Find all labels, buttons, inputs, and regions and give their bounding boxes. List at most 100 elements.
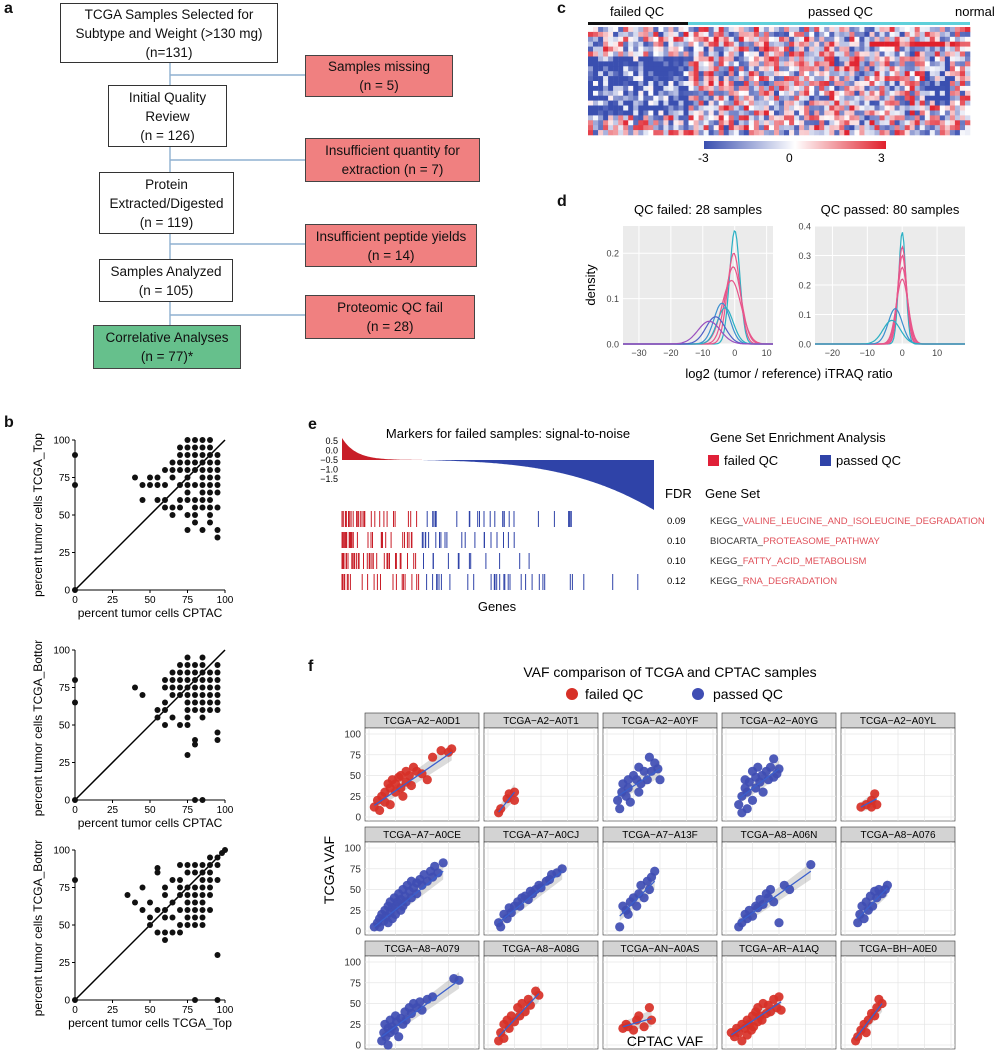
heatmap-cell	[618, 51, 624, 57]
data-point	[147, 914, 153, 921]
heatmap-cell	[809, 41, 815, 47]
data-point	[628, 1025, 639, 1035]
heatmap-cell	[784, 90, 790, 96]
heatmap-cell	[854, 66, 860, 72]
heatmap-cell	[819, 41, 825, 47]
flow-text: (n = 14)	[367, 247, 415, 263]
heatmap-cell	[924, 31, 931, 38]
heatmap-cell	[859, 36, 865, 42]
heatmap-cell	[683, 95, 689, 101]
x-tick-label: 25	[107, 595, 119, 606]
heatmap-cell	[618, 61, 624, 67]
heatmap-cell	[608, 81, 614, 87]
heatmap-cell	[598, 95, 604, 101]
heatmap-cell	[909, 100, 915, 106]
heatmap-cell	[598, 85, 604, 92]
heatmap-cell	[904, 66, 910, 72]
heatmap-cell	[784, 71, 790, 77]
heatmap-cell	[854, 90, 860, 96]
heatmap-cell	[794, 61, 800, 67]
heatmap-cell	[919, 46, 925, 52]
data-point	[199, 677, 206, 683]
heatmap-cell	[713, 56, 719, 62]
heatmap-cell	[613, 90, 619, 96]
heatmap-cell	[628, 100, 634, 106]
data-point	[169, 692, 176, 698]
data-point	[644, 884, 654, 895]
heatmap-cell	[748, 76, 755, 82]
heatmap-cell	[814, 76, 820, 82]
data-point	[147, 474, 153, 481]
data-point	[615, 804, 625, 814]
data-point	[72, 877, 78, 883]
heatmap-cell	[623, 90, 629, 96]
heatmap-cell	[698, 46, 704, 52]
heatmap-cell	[824, 36, 830, 42]
heatmap-cell	[954, 51, 961, 57]
heatmap-cell	[819, 36, 825, 42]
heatmap-cell	[733, 71, 740, 77]
heatmap-cell	[819, 71, 825, 77]
heatmap-cell	[829, 51, 835, 57]
heatmap-cell	[854, 46, 860, 52]
y-tick-label: 0	[355, 927, 361, 938]
flow-text: Correlative Analyses	[105, 330, 229, 345]
heatmap-cell	[743, 66, 750, 72]
heatmap-cell	[623, 120, 629, 126]
heatmap-cell	[753, 125, 760, 131]
heatmap-cell	[613, 115, 619, 121]
data-point	[406, 780, 416, 791]
heatmap-cell	[713, 27, 719, 33]
heatmap-cell	[658, 31, 664, 38]
heatmap-cell	[623, 41, 629, 47]
heatmap-cell	[879, 81, 885, 87]
heatmap-cell	[819, 100, 825, 106]
heatmap-cell	[789, 41, 795, 47]
heatmap-cell	[774, 110, 780, 116]
heatmap-cell	[663, 27, 669, 33]
heatmap-cell	[668, 66, 674, 72]
data-point	[192, 884, 198, 891]
heatmap-cell	[844, 31, 850, 38]
heatmap-cell	[859, 100, 865, 106]
heatmap-cell	[693, 61, 699, 67]
data-point	[199, 669, 206, 676]
heatmap-cell	[633, 36, 639, 42]
heatmap-cell	[914, 71, 920, 77]
heatmap-cell	[613, 27, 619, 33]
heatmap-cell	[824, 41, 830, 47]
heatmap-cell	[824, 90, 830, 96]
heatmap-cell	[703, 81, 709, 87]
heatmap-cell	[904, 125, 910, 131]
heatmap-cell	[899, 100, 905, 106]
facet-label: TCGA−A2−A0D1	[384, 716, 461, 727]
heatmap-cell	[859, 76, 865, 82]
heatmap-cell	[708, 115, 714, 121]
heatmap-cell	[869, 120, 875, 126]
heatmap-cell	[613, 76, 619, 82]
heatmap-cell	[638, 31, 644, 38]
heatmap-cell	[743, 71, 750, 77]
y-axis-label: TCGA VAF	[321, 836, 337, 904]
heatmap-cell	[628, 115, 634, 121]
heatmap-cell	[909, 130, 915, 136]
heatmap-cell	[738, 120, 745, 126]
heatmap-cell	[849, 41, 855, 47]
heatmap-cell	[703, 56, 709, 62]
fit-line	[381, 979, 460, 1038]
heatmap-cell	[914, 90, 920, 96]
heatmap-cell	[613, 100, 619, 106]
heatmap-cell	[628, 31, 634, 38]
heatmap-cell	[698, 130, 704, 136]
data-point	[162, 497, 168, 503]
heatmap-cell	[924, 36, 931, 42]
heatmap-cell	[894, 90, 900, 96]
heatmap-cell	[638, 36, 644, 42]
data-point	[72, 587, 78, 593]
heatmap-cell	[718, 100, 724, 106]
heatmap-cell	[723, 27, 729, 33]
heatmap-cell	[909, 31, 915, 38]
heatmap-cell	[919, 41, 925, 47]
heatmap-cell	[648, 61, 654, 67]
heatmap-cell	[668, 31, 674, 38]
